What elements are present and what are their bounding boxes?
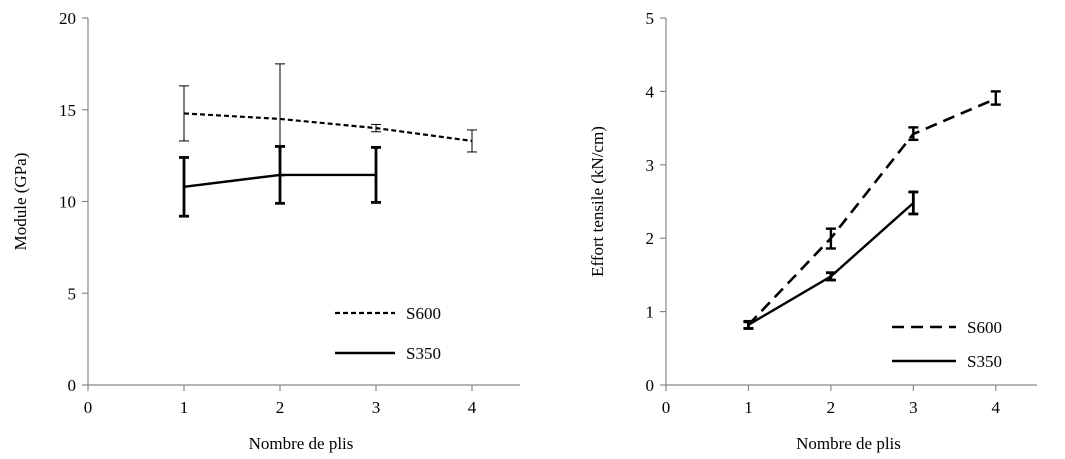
y-tick-label: 1	[646, 303, 655, 322]
y-tick-label: 5	[646, 9, 655, 28]
legend-entry-s600: S600	[335, 304, 441, 323]
y-tick-label: 0	[68, 376, 77, 395]
legend-label: S350	[967, 352, 1002, 371]
y-tick-label: 20	[59, 9, 76, 28]
y-tick-label: 15	[59, 101, 76, 120]
y-axis-title: Module (GPa)	[11, 153, 30, 251]
legend-label: S350	[406, 344, 441, 363]
legend-label: S600	[967, 318, 1002, 337]
y-axis-title: Effort tensile (kN/cm)	[588, 126, 607, 277]
x-tick-label: 2	[276, 398, 285, 417]
chart-2: 0 1 2 3 4 5 0 1 2 3 4 Nombre de plis Effort tensile …	[588, 9, 1037, 453]
x-tick-label: 3	[909, 398, 918, 417]
y-tick-label: 5	[68, 284, 77, 303]
error-bar	[371, 123, 381, 133]
series-s600	[179, 63, 477, 177]
error-bar	[825, 227, 836, 250]
y-tick-label: 10	[59, 193, 76, 212]
legend-entry-s350: S350	[892, 352, 1002, 371]
series-line-s600	[747, 97, 997, 326]
legend-label: S600	[406, 304, 441, 323]
x-tick-label: 1	[180, 398, 189, 417]
x-axis-title: Nombre de plis	[249, 434, 354, 453]
series-s350	[743, 190, 919, 330]
x-tick-label: 3	[372, 398, 381, 417]
error-bar	[467, 129, 477, 153]
error-bar	[743, 320, 754, 330]
y-tick-label: 3	[646, 156, 655, 175]
series-line-s350	[747, 202, 915, 326]
series-line-s600	[183, 112, 473, 143]
x-tick-label: 0	[84, 398, 93, 417]
error-bar	[908, 126, 919, 142]
x-tick-label: 2	[827, 398, 836, 417]
error-bar	[371, 145, 381, 204]
x-axis-title: Nombre de plis	[796, 434, 901, 453]
x-tick-label: 0	[662, 398, 671, 417]
legend-entry-s350: S350	[335, 344, 441, 363]
x-tick-label: 4	[992, 398, 1001, 417]
error-bar	[275, 145, 285, 205]
legend-entry-s600: S600	[892, 318, 1002, 337]
x-tick-label: 4	[468, 398, 477, 417]
y-tick-label: 4	[646, 82, 655, 101]
error-bar	[908, 190, 919, 216]
chart-1: 0 5 10 15 20 0 1 2 3 4 Nombre de plis Module (GPa) S…	[11, 9, 520, 453]
error-bar	[179, 156, 189, 218]
error-bar	[825, 271, 836, 282]
series-s350	[179, 145, 381, 218]
x-tick-label: 1	[744, 398, 753, 417]
y-tick-label: 0	[646, 376, 655, 395]
error-bar	[179, 85, 189, 142]
error-bar	[990, 90, 1001, 106]
y-tick-label: 2	[646, 229, 655, 248]
series-s600	[743, 90, 1001, 330]
